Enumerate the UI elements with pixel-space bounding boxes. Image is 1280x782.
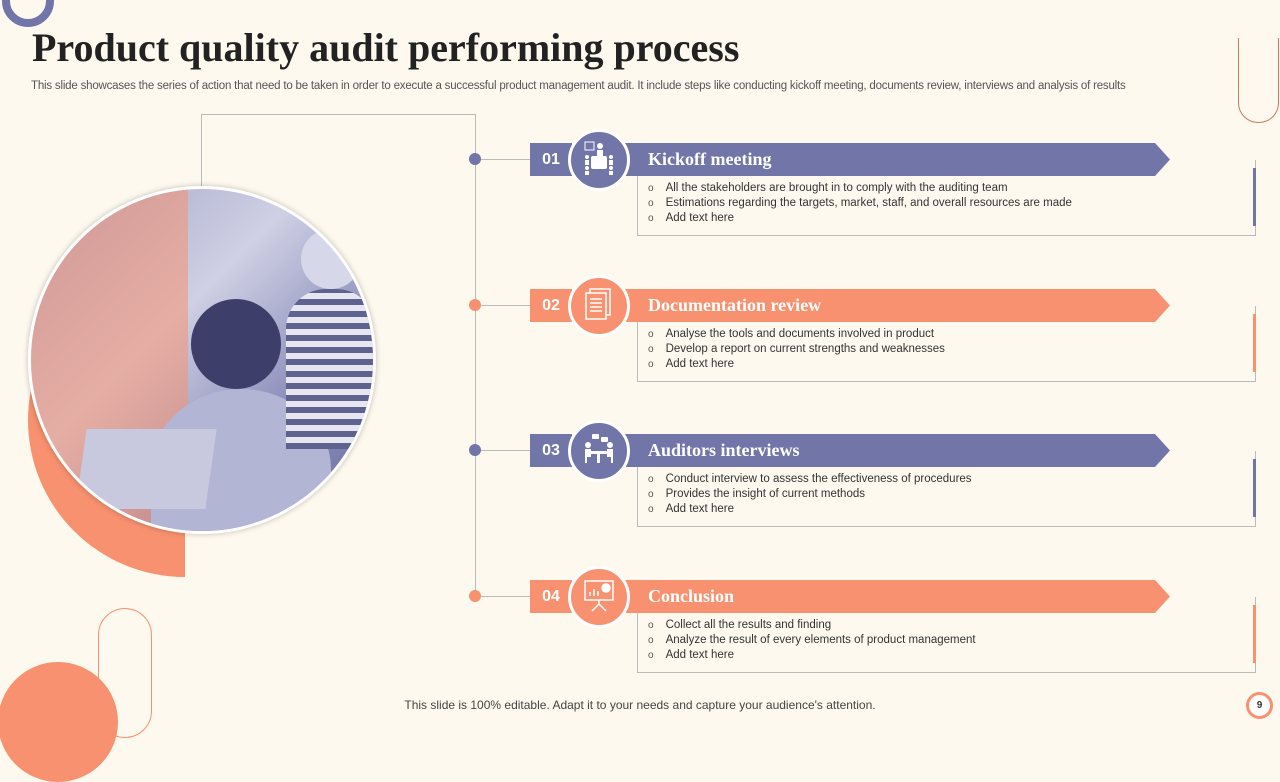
step-title: Conclusion: [648, 586, 735, 606]
bullet-item: Add text here: [648, 211, 1255, 226]
timeline-dot: [469, 299, 481, 311]
step-icon-circle: [568, 420, 630, 482]
bullet-item: Provides the insight of current methods: [648, 487, 1255, 502]
documents-icon: [583, 287, 615, 326]
step-number: 03: [530, 434, 572, 467]
step-number: 02: [530, 289, 572, 322]
bullet-item: Estimations regarding the targets, marke…: [648, 196, 1255, 211]
step-description-box: Analyse the tools and documents involved…: [637, 306, 1256, 382]
bullet-item: All the stakeholders are brought in to c…: [648, 181, 1255, 196]
page-number: 9: [1246, 692, 1273, 719]
interview-icon: [582, 433, 616, 470]
accent-bar: [1253, 605, 1256, 663]
decor-ring: [2, 0, 54, 27]
bullet-item: Analyze the result of every elements of …: [648, 633, 1255, 648]
step-title-banner: Auditors interviews: [620, 434, 1170, 467]
step-title-banner: Documentation review: [620, 289, 1170, 322]
bullet-item: Add text here: [648, 357, 1255, 372]
step-connector: [475, 159, 531, 160]
presentation-chart-icon: [582, 578, 616, 617]
timeline-dot: [469, 444, 481, 456]
step-connector: [475, 596, 531, 597]
step-title-banner: Kickoff meeting: [620, 143, 1170, 176]
accent-bar: [1253, 459, 1256, 517]
step-description-box: Collect all the results and findingAnaly…: [637, 597, 1256, 673]
accent-bar: [1253, 314, 1256, 372]
connector-line: [201, 114, 475, 115]
bullet-item: Develop a report on current strengths an…: [648, 342, 1255, 357]
bullet-item: Add text here: [648, 502, 1255, 517]
timeline-line: [475, 114, 476, 596]
step-icon-circle: [568, 129, 630, 191]
step-connector: [475, 450, 531, 451]
bullet-item: Add text here: [648, 648, 1255, 663]
step-title: Documentation review: [648, 295, 822, 315]
step-icon-circle: [568, 275, 630, 337]
step-connector: [475, 305, 531, 306]
step-title: Auditors interviews: [648, 440, 800, 460]
step-icon-circle: [568, 566, 630, 628]
bullet-item: Analyse the tools and documents involved…: [648, 327, 1255, 342]
team-photo: [28, 186, 376, 534]
decor-pill-top-right: [1238, 38, 1279, 123]
step-title: Kickoff meeting: [648, 149, 772, 169]
decor-circle-bottom-left: [0, 662, 118, 782]
page-title: Product quality audit performing process: [32, 25, 740, 70]
bullet-item: Collect all the results and finding: [648, 618, 1255, 633]
bullet-item: Conduct interview to assess the effectiv…: [648, 472, 1255, 487]
footer-text: This slide is 100% editable. Adapt it to…: [404, 698, 876, 712]
step-number: 01: [530, 143, 572, 176]
timeline-dot: [469, 590, 481, 602]
timeline-dot: [469, 153, 481, 165]
step-number: 04: [530, 580, 572, 613]
page-subtitle: This slide showcases the series of actio…: [31, 80, 1126, 92]
step-title-banner: Conclusion: [620, 580, 1170, 613]
connector-line: [201, 114, 202, 186]
step-description-box: Conduct interview to assess the effectiv…: [637, 451, 1256, 527]
step-description-box: All the stakeholders are brought in to c…: [637, 160, 1256, 236]
presentation-meeting-icon: [582, 141, 616, 180]
accent-bar: [1253, 168, 1256, 226]
